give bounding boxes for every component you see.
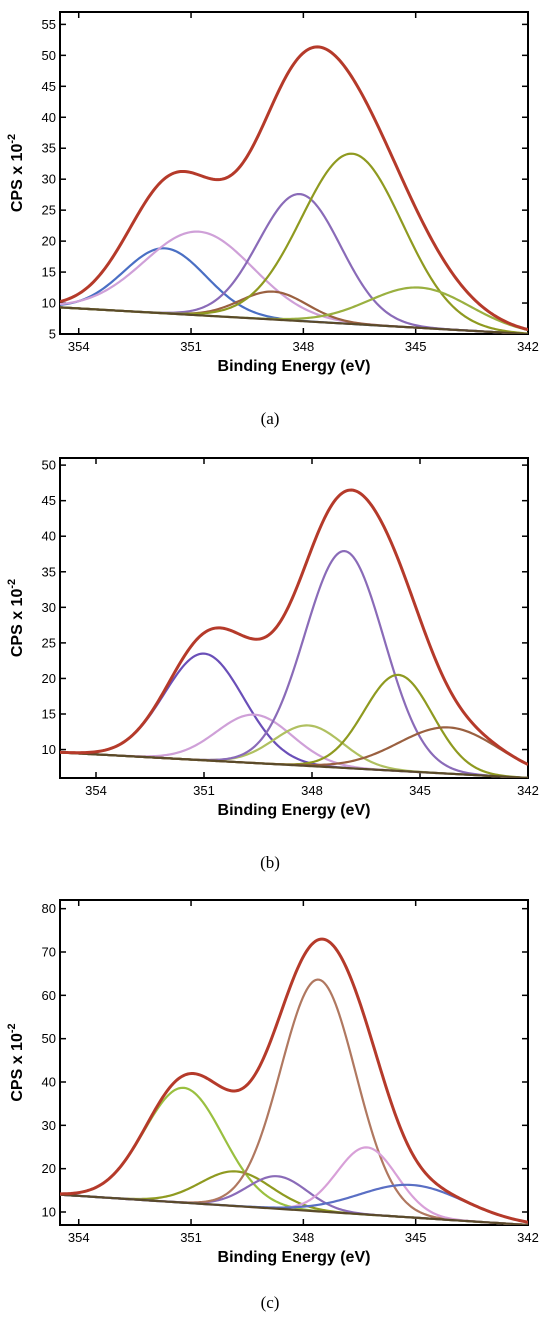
y-tick-label: 25 [42,203,56,218]
x-tick-label: 345 [409,783,431,798]
y-tick-label: 60 [42,988,56,1003]
chart-panel-3: 354 351 348 345 342 10 20 30 40 50 60 70 80 Binding E… [6,899,539,1266]
y-tick-label: 15 [42,265,56,280]
x-tick-label: 351 [180,1230,202,1245]
chart-panel-1: 354 351 348 345 342 5 10 15 20 25 30 35 40 45 50 55 Bind… [6,11,539,375]
curves [60,45,528,334]
x-tick-label: 348 [301,783,323,798]
component-peak-1 [60,652,528,778]
y-tick-label: 30 [42,172,56,187]
panel-label: (c) [261,1293,280,1312]
y-tick-label: 70 [42,945,56,960]
y-tick-label: 10 [42,296,56,311]
x-axis-title: Binding Energy (eV) [218,358,371,375]
x-tick-label: 354 [68,1230,90,1245]
x-tick-label: 345 [405,1230,427,1245]
y-tick-label: 5 [49,327,56,342]
curves [60,488,528,778]
y-tick-label: 30 [42,1118,56,1133]
x-tick-label: 342 [517,1230,539,1245]
plot-frame [59,457,529,779]
x-tick-label: 342 [517,783,539,798]
component-peak-2 [60,713,528,778]
component-peak-6 [60,286,528,332]
x-tick-label: 351 [180,339,202,354]
y-tick-label: 45 [42,493,56,508]
component-peak-6 [60,726,528,767]
component-peak-1 [60,1086,528,1225]
y-tick-label: 35 [42,141,56,156]
x-axis-title: Binding Energy (eV) [218,1249,371,1266]
component-peak-4 [60,192,528,334]
envelope-fit [60,937,528,1224]
x-tick-label: 351 [193,783,215,798]
x-tick-label: 348 [293,339,315,354]
y-tick-label: 10 [42,1205,56,1220]
y-tick-label: 35 [42,564,56,579]
y-tick-label: 80 [42,901,56,916]
chart-panel-2: 354 351 348 345 342 10 15 20 25 30 35 40 45 50 Binding… [6,457,539,819]
x-axis-title: Binding Energy (eV) [218,802,371,819]
y-axis-title: CPS x 10-2 [6,134,26,212]
component-peak-3 [60,290,528,334]
background-line [60,1193,528,1225]
component-peak-5 [60,673,528,778]
x-tick-label: 354 [85,783,107,798]
y-axis-title-exponent: -2 [6,579,18,589]
y-axis-title: CPS x 10-2 [6,1023,26,1101]
y-tick-label: 50 [42,1031,56,1046]
y-tick-label: 30 [42,600,56,615]
y-tick-label: 50 [42,48,56,63]
y-tick-label: 40 [42,529,56,544]
y-tick-label: 20 [42,1161,56,1176]
component-peak-5 [60,1146,528,1225]
y-axis-title-base: CPS x 10 [9,144,26,213]
y-axis-title-exponent: -2 [6,134,18,144]
plot-frame [59,899,529,1226]
envelope-fit [60,45,528,332]
y-tick-label: 10 [42,742,56,757]
y-tick-label: 20 [42,234,56,249]
panel-label: (b) [260,853,280,872]
plot-frame [59,11,529,335]
y-tick-label: 20 [42,671,56,686]
y-axis-title-exponent: -2 [6,1023,18,1033]
y-axis-title-base: CPS x 10 [9,589,26,658]
component-peak-4 [60,549,528,778]
curves [60,937,528,1225]
background-line [60,306,528,334]
x-tick-label: 354 [68,339,90,354]
y-tick-label: 40 [42,1075,56,1090]
y-tick-label: 40 [42,110,56,125]
panel-label: (a) [261,409,280,428]
x-tick-label: 348 [293,1230,315,1245]
y-axis-title: CPS x 10-2 [6,579,26,657]
y-tick-label: 15 [42,707,56,722]
component-peak-4 [60,978,528,1225]
y-axis-title-base: CPS x 10 [9,1033,26,1102]
background-line [60,751,528,778]
y-tick-label: 25 [42,635,56,650]
y-tick-label: 55 [42,17,56,32]
component-peak-5 [60,152,528,334]
x-tick-label: 342 [517,339,539,354]
x-tick-label: 345 [405,339,427,354]
y-tick-label: 45 [42,79,56,94]
y-tick-label: 50 [42,458,56,473]
component-peak-6 [60,1183,528,1224]
envelope-fit [60,488,528,766]
